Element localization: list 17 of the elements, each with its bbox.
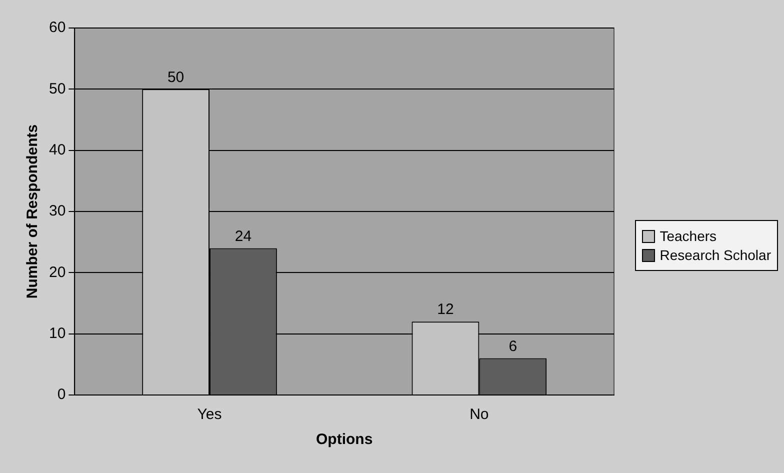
legend-label: Research Scholar [660,247,771,263]
y-tick-label: 60 [48,19,66,36]
y-tick-label: 30 [48,202,66,220]
y-tick-label: 20 [48,264,66,281]
x-axis-title: Options [316,431,373,448]
data-label: 12 [437,301,454,318]
legend-label: Teachers [660,228,717,244]
data-label: 6 [508,338,518,355]
x-tick-label: No [470,406,489,424]
data-label: 24 [234,228,252,245]
y-tick-label: 50 [48,80,66,98]
y-axis-title: Number of Respondents [24,124,42,299]
y-tick-label: 0 [57,386,66,404]
y-tick-label: 10 [48,324,66,342]
data-label: 50 [167,68,184,86]
y-tick-label: 40 [48,141,66,158]
x-tick-label: Yes [197,406,222,424]
